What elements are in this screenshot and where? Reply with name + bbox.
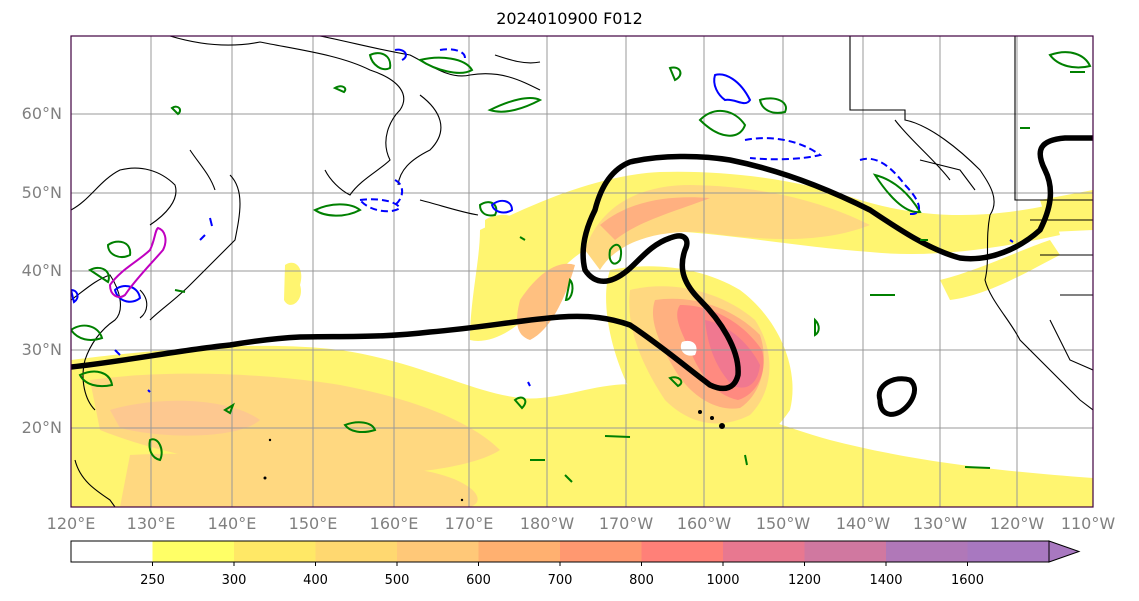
colorbar-tick-label: 600: [466, 573, 491, 588]
colorbar-segment: [152, 541, 235, 562]
colorbar: [70, 540, 1081, 566]
colorbar-tick-label: 800: [629, 573, 654, 588]
lon-label-120e: 120°E: [46, 514, 96, 533]
colorbar-segment: [71, 541, 153, 562]
lon-label-140w: 140°W: [835, 514, 891, 533]
colorbar-tick-label: 1200: [787, 573, 822, 588]
lon-label-130e: 130°E: [126, 514, 176, 533]
islands: [263, 410, 725, 502]
lon-label-150w: 150°W: [755, 514, 811, 533]
lat-label-30n: 30°N: [21, 340, 62, 359]
colorbar-tick-label: 250: [140, 573, 165, 588]
green-contours: [71, 51, 1092, 483]
lat-label-20n: 20°N: [21, 418, 62, 437]
lon-label-150e: 150°E: [288, 514, 338, 533]
coastlines: [71, 36, 1093, 507]
lon-label-140e: 140°E: [207, 514, 257, 533]
colorbar-segment: [967, 541, 1050, 562]
lat-label-40n: 40°N: [21, 261, 62, 280]
lon-label-130w: 130°W: [912, 514, 968, 533]
colorbar-tick-label: 300: [221, 573, 247, 588]
magenta-contour: [108, 226, 167, 298]
colorbar-tick-label: 1000: [706, 573, 740, 588]
lon-label-180w: 180°W: [519, 514, 575, 533]
colorbar-tick-label: 1400: [869, 573, 903, 588]
colorbar-segment: [560, 541, 642, 562]
colorbar-segment: [723, 541, 805, 562]
colorbar-tick-label: 400: [303, 573, 328, 588]
colorbar-segment: [886, 541, 968, 562]
colorbar-segment: [234, 541, 316, 562]
colorbar-extend-arrow: [1048, 540, 1081, 563]
colorbar-segment: [478, 541, 561, 562]
filled-contours: [71, 171, 1093, 507]
colorbar-tick-label: 500: [384, 573, 410, 588]
lon-label-170e: 170°E: [444, 514, 494, 533]
blue-contours: [71, 48, 1014, 393]
closed-contour: [876, 376, 917, 417]
lon-label-160w: 160°W: [676, 514, 732, 533]
colorbar-segment: [315, 541, 398, 562]
colorbar-tick-label: 1600: [950, 573, 985, 588]
lon-label-160e: 160°E: [369, 514, 419, 533]
lon-label-110w: 110°W: [1060, 514, 1116, 533]
colorbar-segment: [397, 541, 479, 562]
gridlines: [71, 36, 1093, 507]
jet-contour: [71, 135, 1093, 392]
map-border: [70, 35, 1094, 508]
lon-label-170w: 170°W: [598, 514, 654, 533]
colorbar-segment: [804, 541, 887, 562]
lat-label-60n: 60°N: [21, 104, 62, 123]
colorbar-segment: [641, 541, 724, 562]
lat-label-50n: 50°N: [21, 183, 62, 202]
colorbar-tick-label: 700: [547, 573, 573, 588]
map-title: 2024010900 F012: [496, 9, 643, 28]
lon-label-120w: 120°W: [989, 514, 1045, 533]
